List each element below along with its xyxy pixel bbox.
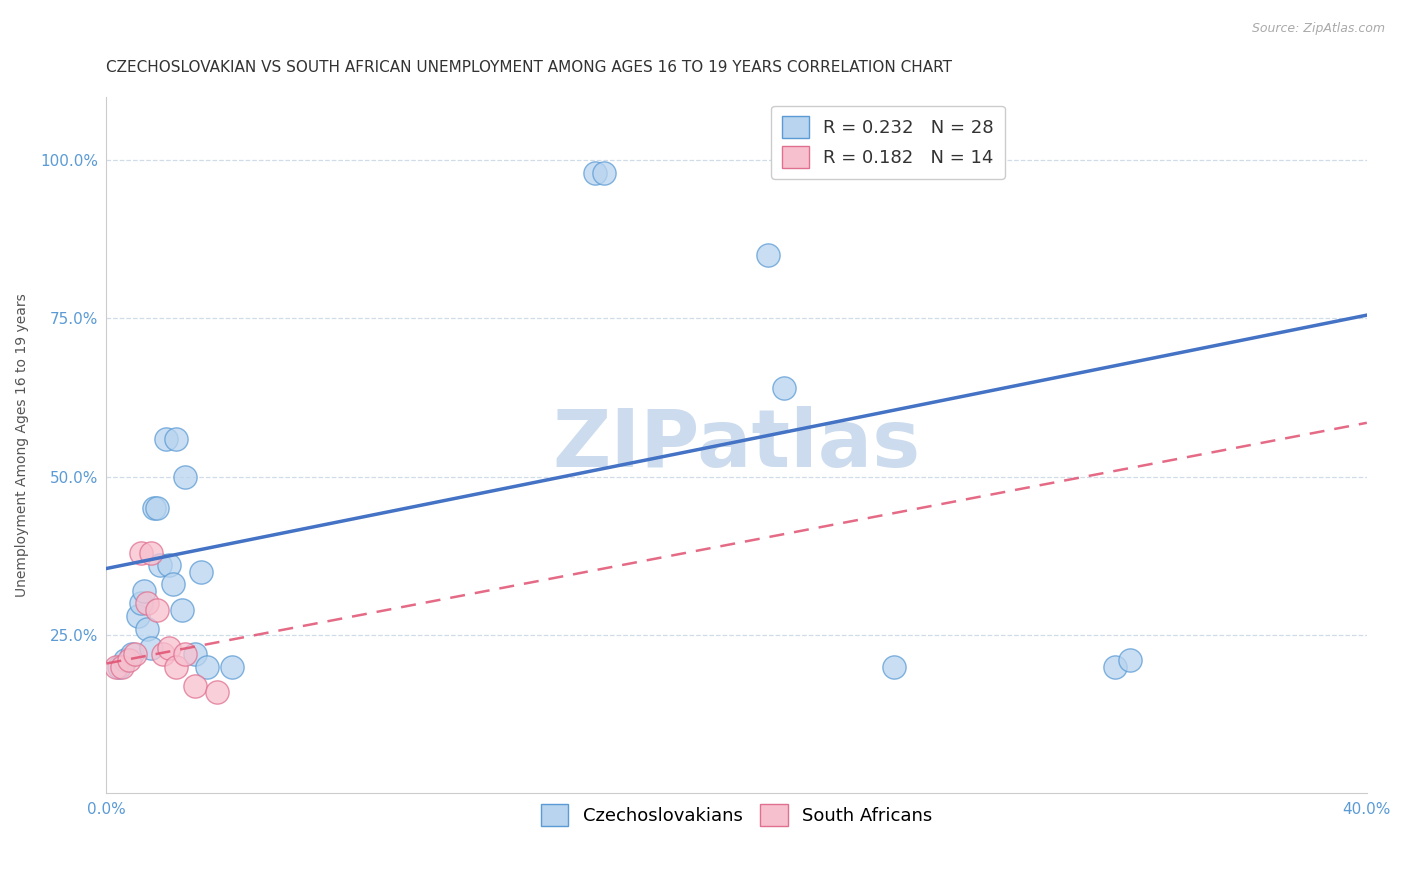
Point xyxy=(583,166,606,180)
Point xyxy=(114,653,136,667)
Point xyxy=(1119,653,1142,667)
Point xyxy=(142,501,165,516)
Point xyxy=(108,659,131,673)
Point xyxy=(883,659,905,673)
Point xyxy=(221,659,243,673)
Point xyxy=(165,659,187,673)
Point xyxy=(1104,659,1126,673)
Point xyxy=(756,248,779,262)
Point xyxy=(139,546,162,560)
Point xyxy=(593,166,616,180)
Point xyxy=(124,647,146,661)
Y-axis label: Unemployment Among Ages 16 to 19 years: Unemployment Among Ages 16 to 19 years xyxy=(15,293,30,597)
Point xyxy=(162,577,184,591)
Point xyxy=(183,647,205,661)
Text: ZIPatlas: ZIPatlas xyxy=(553,406,921,484)
Point xyxy=(146,501,169,516)
Point xyxy=(129,546,152,560)
Point xyxy=(205,685,228,699)
Point xyxy=(773,381,796,395)
Text: Source: ZipAtlas.com: Source: ZipAtlas.com xyxy=(1251,22,1385,36)
Point xyxy=(170,602,193,616)
Legend: Czechoslovakians, South Africans: Czechoslovakians, South Africans xyxy=(534,797,939,833)
Point xyxy=(117,653,139,667)
Point xyxy=(146,602,169,616)
Point xyxy=(136,596,159,610)
Point xyxy=(174,647,197,661)
Point xyxy=(165,432,187,446)
Point xyxy=(121,647,143,661)
Point xyxy=(111,659,134,673)
Point xyxy=(149,558,172,573)
Point xyxy=(195,659,218,673)
Point xyxy=(129,596,152,610)
Point xyxy=(104,659,127,673)
Point xyxy=(127,609,149,624)
Point xyxy=(152,647,174,661)
Point xyxy=(155,432,177,446)
Point xyxy=(139,640,162,655)
Point xyxy=(136,622,159,636)
Point xyxy=(159,558,181,573)
Point xyxy=(183,679,205,693)
Point xyxy=(159,640,181,655)
Point xyxy=(174,469,197,483)
Text: CZECHOSLOVAKIAN VS SOUTH AFRICAN UNEMPLOYMENT AMONG AGES 16 TO 19 YEARS CORRELAT: CZECHOSLOVAKIAN VS SOUTH AFRICAN UNEMPLO… xyxy=(107,60,952,75)
Point xyxy=(190,565,212,579)
Point xyxy=(134,583,156,598)
